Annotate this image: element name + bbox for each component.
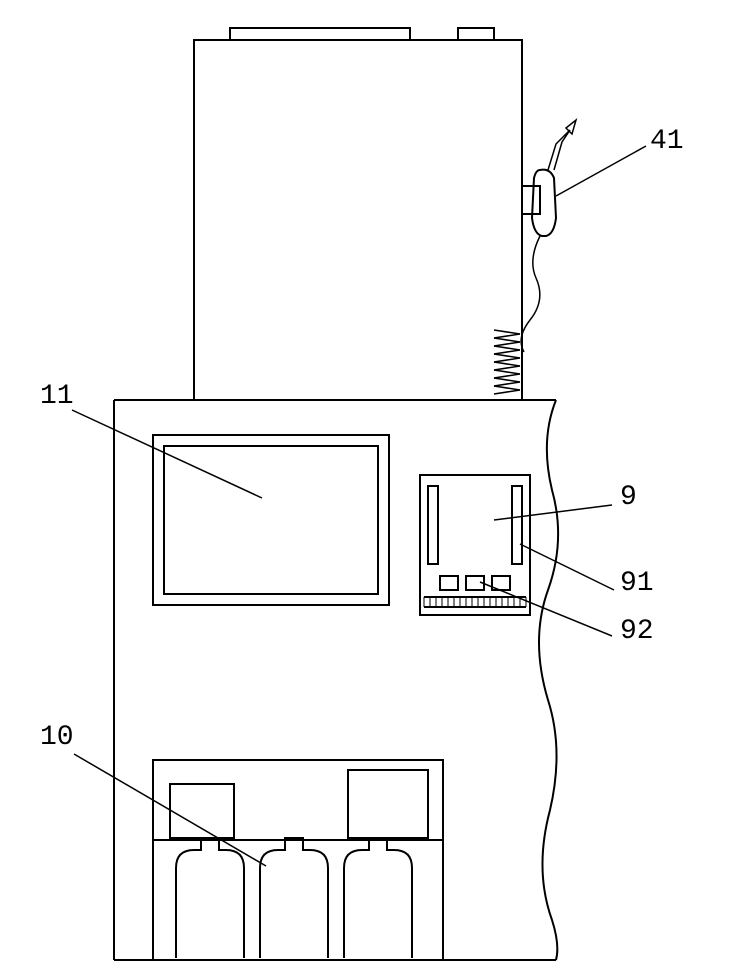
- torn-edge: [539, 400, 558, 960]
- attachment-holder: [522, 186, 540, 214]
- diagram-stroke: [440, 576, 458, 590]
- diagram-stroke: [480, 582, 612, 636]
- callout-label: 11: [40, 381, 74, 412]
- attachment-handle: [532, 170, 556, 236]
- diagram-stroke: [494, 378, 520, 382]
- callout-label: 9: [620, 482, 637, 513]
- diagram-stroke: [494, 342, 520, 346]
- callout-label: 91: [620, 568, 654, 599]
- diagram-stroke: [494, 390, 520, 394]
- upper-module-top-cap: [230, 28, 410, 40]
- diagram-stroke: [494, 386, 520, 390]
- upper-module-body: [194, 40, 522, 400]
- callout-label: 10: [40, 722, 74, 753]
- bottle: [344, 838, 412, 958]
- diagram-stroke: [520, 544, 614, 590]
- diagram-stroke: [494, 370, 520, 374]
- diagram-stroke: [494, 358, 520, 362]
- diagram-stroke: [494, 334, 520, 338]
- diagram-stroke: [494, 350, 520, 354]
- diagram-stroke: [348, 770, 428, 838]
- attachment-tip: [548, 130, 570, 170]
- diagram-stroke: [428, 486, 438, 564]
- bottle: [260, 838, 328, 958]
- diagram-stroke: [512, 486, 522, 564]
- callout-label: 41: [650, 126, 684, 157]
- screen-outer: [153, 435, 389, 605]
- diagram-stroke: [72, 410, 262, 498]
- diagram-stroke: [494, 362, 520, 366]
- diagram-stroke: [494, 338, 520, 342]
- diagram-stroke: [170, 784, 234, 838]
- diagram-stroke: [494, 366, 520, 370]
- diagram-stroke: [556, 146, 646, 196]
- upper-module-top-cap: [458, 28, 494, 40]
- shelf-outer: [153, 760, 443, 960]
- keypad-body: [420, 475, 530, 615]
- diagram-stroke: [494, 382, 520, 386]
- diagram-stroke: [74, 754, 266, 866]
- diagram-stroke: [494, 354, 520, 358]
- diagram-stroke: [494, 374, 520, 378]
- callout-label: 92: [620, 616, 654, 647]
- diagram-stroke: [494, 330, 520, 334]
- attachment-cord: [521, 236, 540, 352]
- diagram-stroke: [494, 346, 520, 350]
- bottle: [176, 838, 244, 958]
